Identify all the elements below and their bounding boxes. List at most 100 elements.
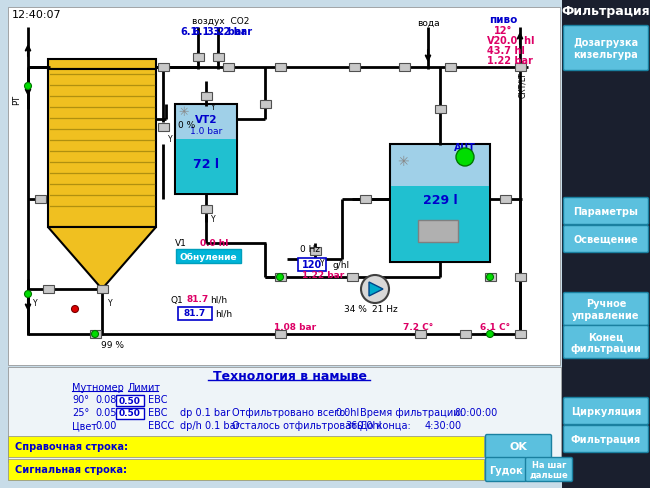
Circle shape xyxy=(486,274,493,281)
Circle shape xyxy=(456,149,474,167)
Text: 0.0hl: 0.0hl xyxy=(335,407,359,417)
Bar xyxy=(8,8,560,365)
Text: 7.2 C°: 7.2 C° xyxy=(403,322,433,331)
Bar xyxy=(192,54,203,62)
Text: ✳: ✳ xyxy=(397,155,409,169)
Bar xyxy=(8,367,561,462)
Circle shape xyxy=(276,274,283,281)
Bar xyxy=(398,64,410,72)
Text: Цвет: Цвет xyxy=(72,420,97,430)
Text: 43.7 hl: 43.7 hl xyxy=(487,46,525,56)
Bar xyxy=(222,64,233,72)
Text: Отфильтровано всего:: Отфильтровано всего: xyxy=(232,407,348,417)
Text: ✳: ✳ xyxy=(179,106,189,119)
Text: 4:30:00: 4:30:00 xyxy=(425,420,462,430)
Text: V1: V1 xyxy=(175,238,187,247)
Text: PT: PT xyxy=(12,95,21,105)
Text: Сигнальная строка:: Сигнальная строка: xyxy=(15,464,127,474)
Bar xyxy=(274,330,285,338)
Text: воздух  CO2: воздух CO2 xyxy=(192,18,250,26)
FancyBboxPatch shape xyxy=(564,26,649,71)
Bar xyxy=(259,101,270,109)
Bar xyxy=(515,64,525,72)
Circle shape xyxy=(25,83,31,90)
Bar xyxy=(42,285,53,293)
Text: 0.50: 0.50 xyxy=(119,408,141,418)
Bar xyxy=(157,64,168,72)
Text: 25°: 25° xyxy=(72,407,89,417)
Bar xyxy=(96,285,107,293)
Text: EBCC: EBCC xyxy=(148,420,174,430)
Text: 6.1 C°: 6.1 C° xyxy=(480,322,510,331)
Bar xyxy=(499,196,510,203)
Text: OK: OK xyxy=(510,442,527,451)
Bar xyxy=(415,330,426,338)
Text: Параметры: Параметры xyxy=(573,206,638,217)
Bar xyxy=(116,408,144,419)
Text: 72 l: 72 l xyxy=(193,158,219,171)
Text: Ручное
управление: Ручное управление xyxy=(572,299,640,320)
Text: Справочная строка:: Справочная строка: xyxy=(15,441,128,451)
Bar xyxy=(445,64,456,72)
Bar xyxy=(8,436,484,457)
FancyBboxPatch shape xyxy=(486,458,526,482)
Bar xyxy=(298,259,326,271)
Text: Дозагрузка
кизельгура: Дозагрузка кизельгура xyxy=(573,38,638,60)
Text: dp 0.1 bar: dp 0.1 bar xyxy=(180,407,230,417)
Text: 0 %: 0 % xyxy=(178,120,195,129)
Bar xyxy=(346,273,358,282)
Bar xyxy=(176,249,241,264)
Text: 34 %: 34 % xyxy=(344,305,367,314)
Polygon shape xyxy=(48,227,156,289)
Text: Y: Y xyxy=(32,298,37,307)
Text: Технология в намыве: Технология в намыве xyxy=(213,370,367,383)
Text: Конец
фильтрации: Конец фильтрации xyxy=(571,331,642,353)
Text: hl/h: hl/h xyxy=(210,295,227,304)
Bar xyxy=(34,196,46,203)
Circle shape xyxy=(25,291,31,298)
Bar xyxy=(157,124,168,132)
Text: Фильтрация: Фильтрация xyxy=(562,4,650,18)
Text: Циркуляция: Циркуляция xyxy=(571,406,641,416)
Bar xyxy=(460,330,471,338)
Text: 3.2 bar: 3.2 bar xyxy=(213,27,252,37)
Circle shape xyxy=(361,275,389,304)
Bar xyxy=(515,273,525,282)
Bar xyxy=(90,330,101,338)
Text: 0.08: 0.08 xyxy=(95,394,116,404)
Bar xyxy=(178,307,212,320)
Text: g/hl: g/hl xyxy=(332,260,349,269)
Bar xyxy=(484,273,495,282)
Bar xyxy=(562,0,650,488)
Text: 1.22 bar: 1.22 bar xyxy=(487,56,533,66)
Bar xyxy=(391,186,489,262)
Text: 1.22 bar: 1.22 bar xyxy=(302,271,344,280)
Text: EBC: EBC xyxy=(148,394,168,404)
Text: hl/h: hl/h xyxy=(215,309,232,318)
Bar xyxy=(390,145,490,263)
Text: 360.0hl: 360.0hl xyxy=(345,420,382,430)
Text: 120: 120 xyxy=(302,260,322,269)
Text: Q1: Q1 xyxy=(170,295,183,304)
Text: AUT: AUT xyxy=(454,142,476,153)
Text: 12°: 12° xyxy=(494,26,512,36)
Text: dp/h 0.1 bar: dp/h 0.1 bar xyxy=(180,420,240,430)
Text: 3.2 bar: 3.2 bar xyxy=(207,27,246,37)
Bar xyxy=(200,205,211,214)
Bar xyxy=(434,106,445,114)
Text: 0.0 hl: 0.0 hl xyxy=(200,238,228,247)
Text: Осталось отфильтровать:: Осталось отфильтровать: xyxy=(232,420,366,430)
Bar xyxy=(175,105,237,195)
FancyBboxPatch shape xyxy=(564,198,649,225)
FancyBboxPatch shape xyxy=(564,426,649,452)
Text: Y: Y xyxy=(211,215,215,224)
Bar xyxy=(274,64,285,72)
Text: До конца:: До конца: xyxy=(360,420,411,430)
Text: 90°: 90° xyxy=(72,394,89,404)
Bar xyxy=(418,221,458,243)
Text: 81.7: 81.7 xyxy=(186,295,208,304)
Text: 1.08 bar: 1.08 bar xyxy=(274,322,316,331)
Bar xyxy=(176,140,236,194)
Bar xyxy=(200,93,211,101)
Text: пиво: пиво xyxy=(489,15,517,25)
